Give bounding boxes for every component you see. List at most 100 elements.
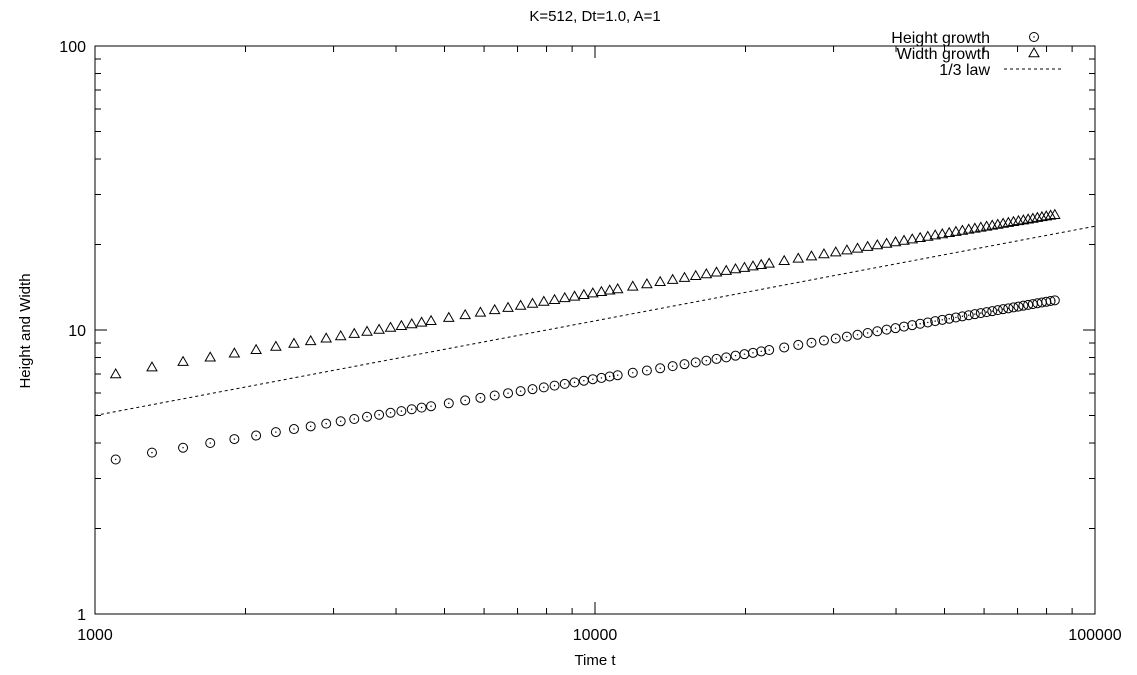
width-point — [956, 224, 969, 235]
height-point — [374, 409, 385, 420]
width-point — [929, 229, 942, 240]
width-point — [1012, 214, 1025, 226]
height-point — [549, 380, 560, 391]
x-axis-label: Time t — [574, 652, 616, 669]
width-point — [818, 248, 830, 259]
width-point — [689, 269, 702, 281]
height-point — [406, 404, 417, 415]
height-point — [527, 384, 538, 395]
law-line — [94, 225, 1096, 416]
x-tick-label: 100000 — [1068, 627, 1121, 644]
height-point — [747, 347, 758, 358]
width-point — [738, 261, 751, 272]
width-point — [829, 246, 842, 257]
width-point — [334, 329, 347, 341]
height-point — [627, 367, 638, 378]
height-point — [270, 427, 281, 438]
width-point — [537, 295, 550, 306]
width-point — [514, 299, 527, 310]
width-point — [502, 301, 514, 312]
width-point — [943, 226, 956, 238]
height-point — [146, 447, 157, 458]
width-point — [755, 258, 768, 269]
height-point — [987, 306, 998, 317]
width-point — [320, 332, 333, 343]
height-point — [852, 329, 863, 340]
height-point — [764, 345, 775, 356]
width-point — [678, 271, 691, 282]
height-point — [806, 337, 817, 348]
width-point — [666, 273, 679, 284]
x-axis: 1000 10000 100000 — [77, 46, 1122, 644]
height-point — [443, 398, 454, 409]
width-point — [228, 347, 241, 358]
height-point — [907, 320, 918, 331]
height-point — [655, 363, 666, 374]
height-point — [881, 324, 892, 335]
height-point — [950, 312, 961, 323]
width-point — [792, 252, 805, 263]
width-point — [526, 297, 539, 308]
height-point — [963, 310, 974, 321]
y-tick-label: 1 — [77, 607, 86, 624]
height-point — [711, 353, 722, 364]
width-point — [626, 280, 639, 291]
width-point — [578, 288, 590, 299]
y-axis: 1 10 100 — [59, 39, 1095, 624]
width-point — [914, 231, 927, 242]
width-point — [700, 267, 713, 279]
width-point — [1036, 210, 1048, 222]
width-point — [442, 311, 455, 322]
width-point — [270, 340, 282, 351]
chart-title: K=512, Dt=1.0, A=1 — [529, 8, 660, 25]
legend-label: Width growth — [897, 46, 990, 63]
width-point — [1048, 208, 1061, 219]
height-point — [957, 311, 968, 322]
width-point — [1031, 211, 1044, 222]
height-point — [739, 349, 750, 360]
height-point — [460, 395, 471, 406]
width-point — [177, 355, 189, 366]
width-point — [889, 235, 902, 247]
y-tick-label: 100 — [59, 39, 86, 56]
width-point — [851, 242, 864, 253]
legend-label: 1/3 law — [939, 62, 990, 79]
width-point — [641, 277, 653, 289]
height-point — [992, 305, 1003, 316]
width-point — [1026, 212, 1039, 223]
width-point — [459, 308, 472, 320]
width-point — [841, 244, 853, 255]
height-point — [612, 370, 623, 381]
width-point — [250, 343, 262, 355]
plot-border — [94, 45, 1096, 615]
height-point — [578, 375, 589, 386]
width-point — [603, 284, 616, 295]
width-point — [950, 225, 962, 236]
width-point — [763, 257, 776, 268]
height-point — [701, 355, 712, 366]
width-point — [936, 227, 949, 239]
width-point — [204, 351, 217, 362]
width-point — [361, 325, 373, 336]
width-point — [595, 285, 608, 296]
width-point — [474, 306, 487, 317]
height-point — [362, 411, 373, 422]
height-point — [862, 327, 873, 338]
width-point — [805, 250, 818, 261]
width-point — [1022, 213, 1035, 224]
width-point — [880, 237, 893, 248]
height-point — [288, 424, 299, 435]
width-point — [146, 361, 158, 372]
height-point — [981, 307, 992, 318]
x-tick-label: 1000 — [77, 627, 113, 644]
width-point — [373, 323, 385, 334]
height-point — [475, 392, 486, 403]
legend-label: Height growth — [891, 30, 990, 47]
height-point — [515, 386, 526, 397]
height-point — [205, 438, 216, 449]
height-point — [569, 377, 580, 388]
width-point — [1040, 210, 1053, 221]
width-point — [488, 303, 501, 315]
